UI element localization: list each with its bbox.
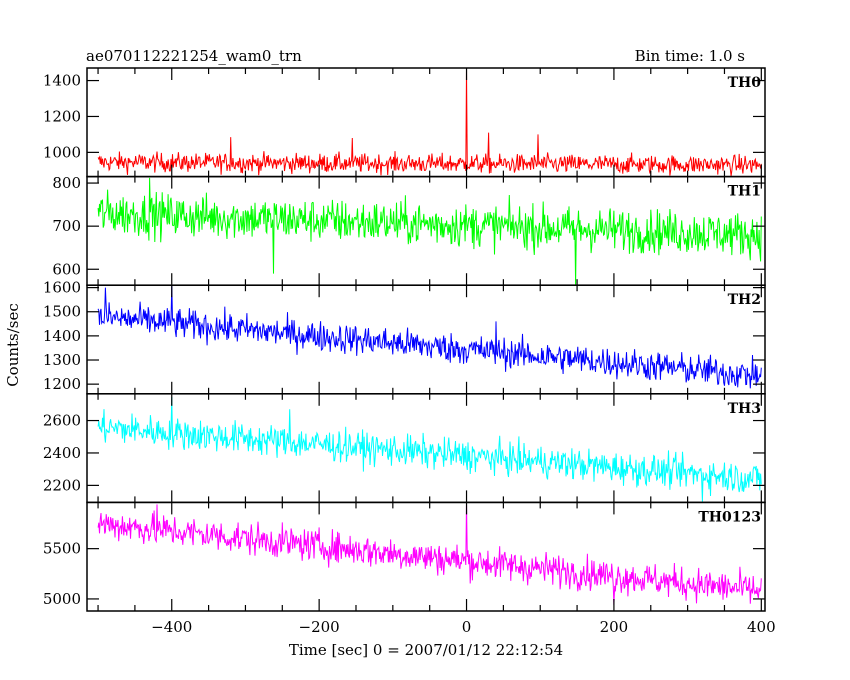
y-axis-label: Counts/sec	[4, 303, 22, 387]
y-tick-label: 700	[52, 217, 81, 235]
chart-title: ae070112221254_wam0_trn	[86, 47, 302, 65]
bin-time-label: Bin time: 1.0 s	[635, 47, 745, 65]
panels: TH0 1000 1200 1400 TH1 600 700 800 TH2 1200 1300 14…	[43, 67, 776, 636]
panel-label-th3: TH3	[728, 401, 761, 417]
x-tick-label: 0	[462, 618, 472, 636]
x-axis-label: Time [sec] 0 = 2007/01/12 22:12:54	[289, 641, 563, 659]
y-tick-label: 1400	[43, 72, 81, 90]
y-tick-label: 1400	[43, 327, 81, 345]
series-line-th2	[97, 285, 762, 389]
x-tick-label: 200	[600, 618, 629, 636]
y-tick-label: 600	[52, 260, 81, 278]
series-line-th0123	[97, 502, 762, 606]
panel-frame	[86, 67, 766, 178]
y-tick-label: 1000	[43, 143, 81, 161]
y-tick-label: 5500	[43, 540, 81, 558]
panel-th0: TH0 1000 1200 1400	[43, 67, 766, 178]
y-tick-label: 800	[52, 174, 81, 192]
y-tick-label: 2200	[43, 476, 81, 494]
panel-th3: TH3 2200 2400 2600	[43, 393, 766, 504]
panel-th2: TH2 1200 1300 1400 1500 1600	[43, 279, 766, 395]
y-tick-label: 1500	[43, 303, 81, 321]
panel-label-th0123: TH0123	[698, 509, 761, 525]
panel-th0123: TH0123 5000 5500	[43, 501, 766, 612]
y-tick-label: 1600	[43, 279, 81, 297]
panel-label-th2: TH2	[728, 292, 761, 308]
panel-label-th1: TH1	[728, 184, 761, 200]
y-tick-label: 2600	[43, 412, 81, 430]
y-tick-label: 2400	[43, 444, 81, 462]
panel-frame	[86, 175, 766, 286]
panel-label-th0: TH0	[728, 75, 762, 91]
panel-th1: TH1 600 700 800	[52, 174, 766, 286]
x-tick-label: −200	[299, 618, 340, 636]
x-tick-label: 400	[747, 618, 776, 636]
x-tick-label: −400	[151, 618, 192, 636]
panel-frame	[86, 284, 766, 395]
panel-frame	[86, 501, 766, 612]
series-line-th3	[97, 396, 762, 502]
series-line-th0	[97, 68, 762, 176]
y-tick-label: 1200	[43, 375, 81, 393]
y-tick-label: 1200	[43, 107, 81, 125]
y-tick-label: 5000	[43, 590, 81, 608]
y-tick-label: 1300	[43, 351, 81, 369]
series-line-th1	[97, 177, 762, 286]
